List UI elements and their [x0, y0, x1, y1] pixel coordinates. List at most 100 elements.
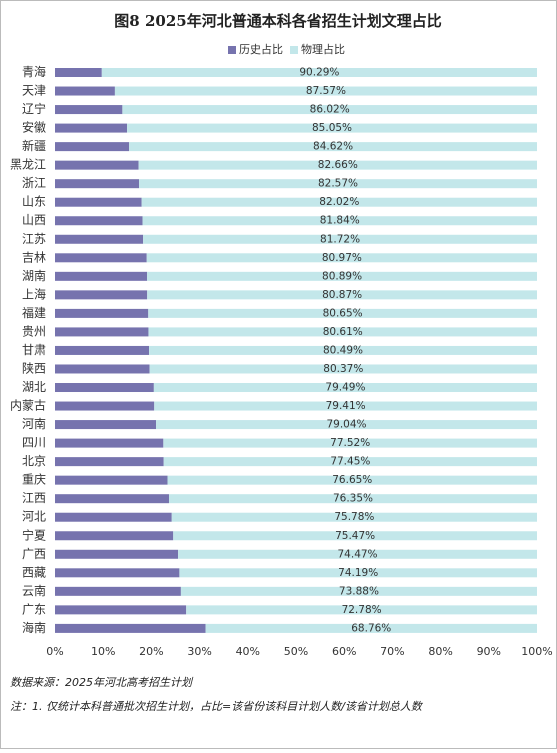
bar-segment — [55, 123, 128, 133]
data-label: 80.37% — [323, 363, 363, 375]
data-label: 77.45% — [330, 456, 370, 468]
bar-segment — [55, 512, 172, 522]
y-tick-label: 甘肃 — [22, 343, 46, 357]
bar-segment — [205, 623, 538, 633]
bar-segment — [127, 123, 538, 133]
legend-swatch — [290, 46, 298, 54]
bar-segment — [154, 401, 537, 411]
footnote: 注：1. 仅统计本科普通批次招生计划，占比=该省份该科目计划人数/该省计划总人数 — [10, 700, 424, 713]
bar-segment — [55, 179, 140, 189]
bar-segment — [55, 364, 150, 374]
x-tick-label: 60% — [332, 645, 356, 658]
bar-segment — [143, 234, 537, 244]
bar-segment — [101, 68, 538, 77]
y-tick-label: 四川 — [22, 436, 46, 450]
bar-segment — [55, 531, 174, 541]
bar-segment — [55, 86, 115, 96]
data-label: 79.04% — [326, 419, 366, 431]
bar-segment — [55, 438, 164, 448]
legend-swatch — [228, 46, 236, 54]
bar-segment — [173, 531, 537, 541]
bar-segment — [55, 253, 147, 263]
y-tick-label: 河北 — [22, 510, 46, 524]
data-label: 80.49% — [323, 344, 363, 356]
legend-label: 物理占比 — [301, 42, 345, 56]
data-label: 76.65% — [332, 474, 372, 486]
y-tick-label: 江西 — [22, 491, 46, 505]
bar-segment — [180, 586, 537, 596]
y-tick-label: 安徽 — [22, 120, 46, 135]
bar-segment — [153, 383, 537, 393]
y-tick-label: 山东 — [22, 195, 46, 209]
data-label: 68.76% — [351, 622, 391, 634]
bar-segment — [147, 271, 537, 281]
y-tick-label: 黑龙江 — [10, 158, 46, 172]
y-tick-label: 江苏 — [22, 232, 46, 246]
x-tick-label: 100% — [521, 645, 552, 658]
bar-segment — [142, 216, 538, 226]
bar-segment — [55, 216, 143, 226]
bar-segment — [55, 234, 144, 244]
bar-segment — [141, 197, 537, 207]
footnote: 数据来源：2025年河北高考招生计划 — [10, 676, 194, 689]
bar-segment — [55, 290, 148, 300]
y-tick-label: 北京 — [22, 454, 46, 468]
data-label: 81.72% — [320, 233, 360, 245]
x-tick-label: 30% — [187, 645, 211, 658]
bar-segment — [139, 179, 537, 189]
bar-segment — [55, 605, 187, 615]
bar-segment — [167, 475, 537, 485]
data-label: 80.87% — [322, 289, 362, 301]
bar-segment — [55, 586, 181, 596]
bar-segment — [55, 457, 164, 467]
y-tick-label: 贵州 — [22, 324, 46, 338]
y-tick-label: 辽宁 — [22, 101, 46, 116]
data-label: 76.35% — [333, 493, 373, 505]
data-label: 90.29% — [299, 67, 339, 79]
bar-segment — [168, 494, 538, 504]
bar-segment — [55, 494, 169, 504]
bar-segment — [55, 197, 142, 207]
bar-segment — [55, 327, 149, 337]
bar-segment — [163, 457, 538, 467]
bar-segment — [149, 364, 538, 374]
y-tick-label: 新疆 — [22, 138, 46, 153]
bar-segment — [55, 568, 180, 578]
bar-segment — [55, 105, 123, 115]
data-label: 87.57% — [306, 85, 346, 97]
y-tick-label: 上海 — [22, 286, 46, 301]
bar-segment — [138, 160, 537, 170]
y-tick-label: 河南 — [22, 416, 46, 431]
y-tick-label: 山西 — [22, 213, 46, 227]
bar-segment — [55, 475, 168, 485]
y-tick-label: 云南 — [22, 583, 46, 598]
y-tick-label: 湖南 — [22, 268, 46, 283]
bar-segment — [148, 308, 537, 318]
y-tick-label: 重庆 — [22, 473, 46, 487]
data-label: 80.89% — [322, 270, 362, 282]
bar-segment — [171, 512, 537, 522]
chart-title: 图8 2025年河北普通本科各省招生计划文理占比 — [114, 12, 441, 30]
bar-segment — [156, 420, 537, 430]
data-label: 81.84% — [320, 215, 360, 227]
bar-segment — [55, 271, 148, 281]
data-label: 82.57% — [318, 178, 358, 190]
y-tick-label: 西藏 — [22, 565, 46, 579]
data-label: 74.47% — [338, 548, 378, 560]
bar-segment — [148, 327, 538, 337]
data-label: 73.88% — [339, 585, 379, 597]
x-tick-label: 10% — [91, 645, 115, 658]
bar-segment — [55, 308, 149, 318]
bar-segment — [55, 383, 154, 393]
bar-segment — [149, 345, 537, 355]
y-tick-label: 吉林 — [22, 250, 46, 264]
data-label: 79.49% — [325, 382, 365, 394]
y-tick-label: 内蒙古 — [10, 398, 46, 413]
data-label: 85.05% — [312, 122, 352, 134]
data-label: 77.52% — [330, 437, 370, 449]
x-tick-label: 0% — [46, 645, 63, 658]
bar-segment — [55, 401, 155, 411]
y-tick-label: 广西 — [22, 547, 46, 561]
bar-segment — [122, 105, 537, 115]
bar-segment — [55, 345, 150, 355]
